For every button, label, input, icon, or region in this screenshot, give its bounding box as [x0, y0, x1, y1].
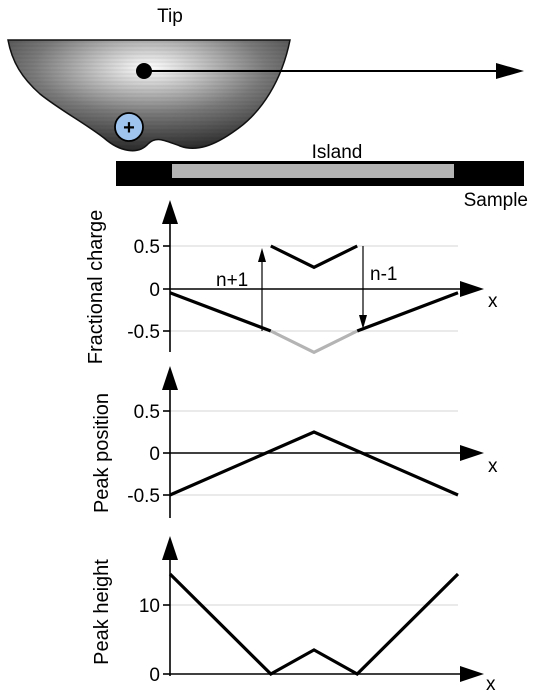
x-axis-arrowhead — [460, 666, 484, 682]
island-label: Island — [312, 142, 363, 163]
transition-arrowhead — [359, 315, 367, 329]
y-tick-label: 0.5 — [134, 237, 160, 258]
x-axis-label: x — [486, 674, 496, 692]
x-axis-arrowhead — [460, 445, 484, 461]
x-axis-label: x — [488, 291, 498, 312]
y-tick-label: -0.5 — [127, 322, 160, 343]
y-axis-title-fractional-charge: Fractional charge — [85, 210, 107, 365]
series-line — [169, 291, 272, 333]
y-axis-arrowhead — [162, 536, 178, 560]
x-axis-arrowhead — [460, 281, 484, 297]
chart-peak-position: x 0.5 0 -0.5 — [127, 366, 498, 518]
chart-peak-height: x 10 0 — [139, 536, 496, 692]
tip-texture — [8, 40, 290, 151]
sample-label: Sample — [464, 190, 528, 211]
annotation-label: n-1 — [370, 264, 397, 285]
y-tick-label: 0.5 — [134, 402, 160, 423]
tip-apex-dot — [136, 63, 152, 79]
island-bar — [172, 164, 454, 178]
y-tick-label: 10 — [139, 596, 160, 617]
charge-sign: + — [123, 117, 135, 139]
chart-fractional-charge: x 0.5 0 -0.5 n+1 n-1 — [127, 200, 498, 355]
y-tick-label: 0 — [149, 280, 160, 301]
y-axis-title-peak-height: Peak height — [91, 559, 113, 665]
schematic: Tip + Island Sample — [7, 6, 528, 211]
series-line — [270, 329, 358, 355]
y-tick-label: -0.5 — [127, 486, 160, 507]
y-axis-title-peak-position: Peak position — [91, 393, 113, 513]
series-line — [168, 572, 460, 676]
series-line — [270, 244, 358, 270]
y-axis-arrowhead — [162, 366, 178, 390]
scan-direction-arrowhead — [496, 63, 524, 79]
transition-arrowhead — [258, 248, 266, 262]
tip-label: Tip — [157, 6, 183, 27]
annotation-label: n+1 — [216, 270, 248, 291]
x-axis-label: x — [488, 456, 498, 477]
y-tick-label: 0 — [149, 444, 160, 465]
y-tick-label: 0 — [149, 665, 160, 686]
series-line — [356, 291, 459, 333]
y-axis-arrowhead — [162, 200, 178, 224]
series-line — [169, 430, 459, 497]
charge-marker — [114, 112, 144, 142]
